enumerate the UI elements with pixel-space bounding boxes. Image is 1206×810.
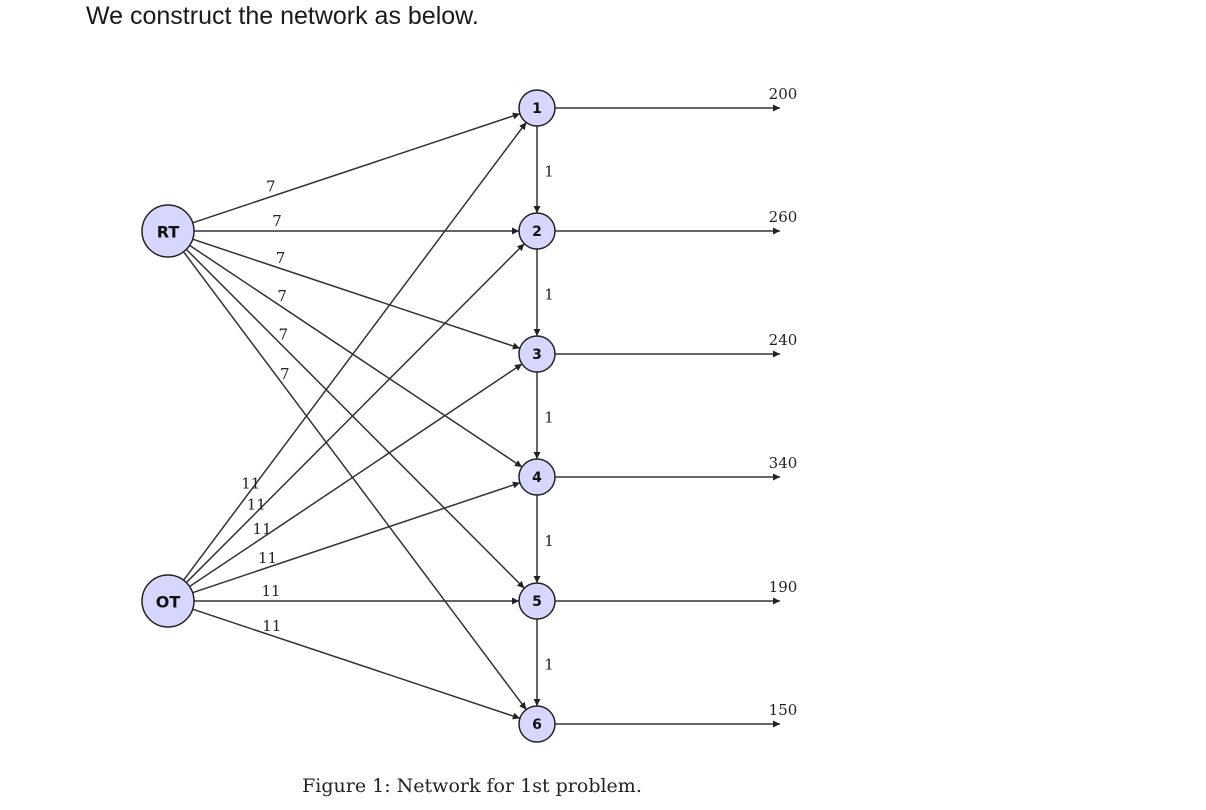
weight-label-rt-1: 7 xyxy=(266,177,276,195)
weight-label-ot-6: 11 xyxy=(262,617,281,635)
chain-label-1-2: 1 xyxy=(544,163,554,181)
edge-ot-1 xyxy=(182,121,527,581)
node-label-period-3: 3 xyxy=(532,347,542,363)
edge-ot-3 xyxy=(189,363,523,588)
edge-rt-5 xyxy=(185,248,525,589)
chain-label-4-5: 1 xyxy=(544,532,554,550)
chain-label-5-6: 1 xyxy=(544,656,554,674)
node-period-5 xyxy=(518,582,556,620)
weight-label-rt-3: 7 xyxy=(276,249,286,267)
weight-label-rt-2: 7 xyxy=(272,212,282,230)
edge-rt-3 xyxy=(192,238,521,350)
edge-rt-1 xyxy=(192,112,521,224)
figure-caption: Figure 1: Network for 1st problem. xyxy=(302,775,642,797)
node-period-2 xyxy=(518,212,556,250)
weight-labels-layer: 7777771111111111111111120026024034019015… xyxy=(241,85,797,719)
demand-label-1: 200 xyxy=(769,85,798,103)
node-label-period-1: 1 xyxy=(532,101,542,117)
intro-text: We construct the network as below. xyxy=(86,2,479,30)
demand-label-3: 240 xyxy=(769,331,798,349)
node-label-rt: RT xyxy=(157,223,180,242)
node-label-period-2: 2 xyxy=(532,224,542,240)
edge-ot-6 xyxy=(192,608,521,720)
weight-label-ot-5: 11 xyxy=(261,582,280,600)
weight-label-ot-1: 11 xyxy=(241,474,260,492)
node-period-4 xyxy=(518,458,556,496)
node-label-period-5: 5 xyxy=(532,594,542,610)
demand-label-6: 150 xyxy=(769,701,798,719)
node-period-6 xyxy=(518,705,556,743)
edge-rt-6 xyxy=(182,251,527,711)
weight-label-ot-3: 11 xyxy=(253,520,272,538)
node-label-period-4: 4 xyxy=(532,470,542,486)
weight-label-ot-4: 11 xyxy=(258,549,277,567)
edges-layer xyxy=(182,104,780,728)
weight-label-rt-4: 7 xyxy=(277,287,287,305)
demand-label-4: 340 xyxy=(769,454,798,472)
demand-label-5: 190 xyxy=(769,578,798,596)
demand-label-2: 260 xyxy=(769,208,798,226)
edge-rt-4 xyxy=(189,244,523,468)
node-ot xyxy=(141,574,195,628)
weight-label-ot-2: 11 xyxy=(247,495,266,513)
weight-label-rt-6: 7 xyxy=(280,365,290,383)
weight-label-rt-5: 7 xyxy=(278,326,288,344)
node-label-ot: OT xyxy=(156,593,181,612)
edge-ot-4 xyxy=(192,481,521,594)
edge-ot-2 xyxy=(185,243,525,584)
node-period-1 xyxy=(518,89,556,127)
node-label-period-6: 6 xyxy=(532,717,542,733)
chain-label-3-4: 1 xyxy=(544,409,554,427)
node-period-3 xyxy=(518,335,556,373)
nodes-layer: RT OT 1 2 3 4 5 6 xyxy=(141,89,556,743)
chain-label-2-3: 1 xyxy=(544,286,554,304)
node-rt xyxy=(141,204,195,258)
